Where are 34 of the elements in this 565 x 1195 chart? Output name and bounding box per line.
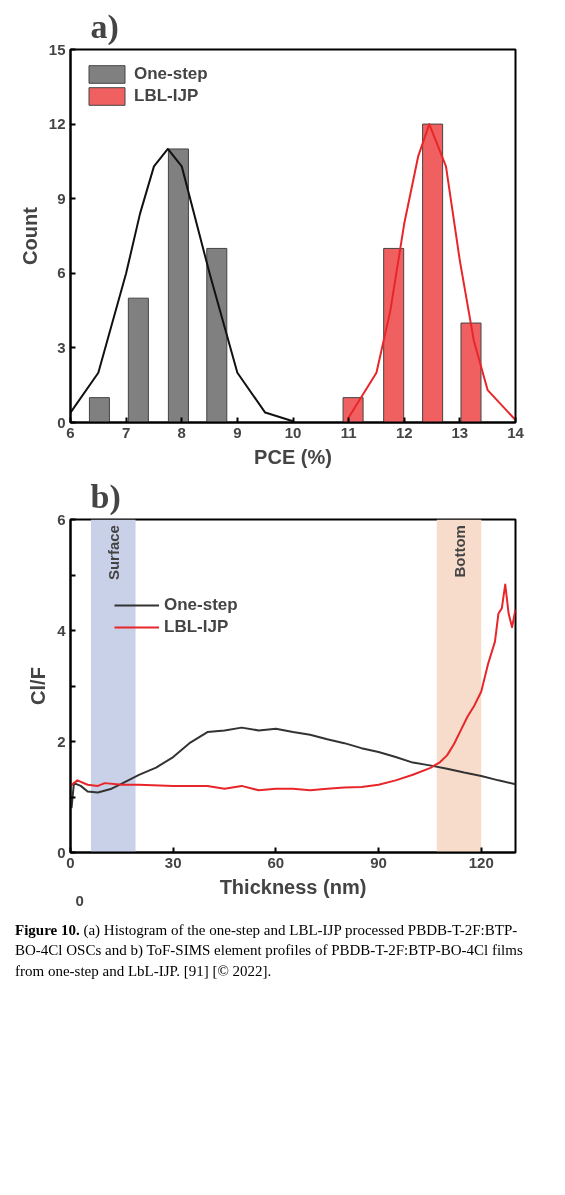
y-tick-label: 6 (57, 510, 66, 528)
legend-label: LBL-IJP (134, 86, 199, 106)
y-tick-label: 2 (57, 732, 66, 750)
legend-label: LBL-IJP (164, 617, 229, 637)
y-tick-label: 12 (48, 115, 66, 133)
chart-title: b) (90, 477, 121, 516)
y-tick-label: 9 (57, 189, 66, 207)
x-tick-label: 30 (164, 853, 182, 871)
x-tick-label: 120 (468, 853, 494, 871)
legend-label: One-step (164, 595, 238, 615)
x-tick-label: 9 (233, 423, 242, 441)
y-axis-title: Cl/F (27, 667, 50, 705)
x-tick-label: 8 (177, 423, 186, 441)
caption: Figure 10. (15, 922, 80, 938)
x-tick-label: 14 (507, 423, 525, 441)
chart-title: a) (90, 7, 119, 46)
band-label: Bottom (450, 525, 468, 578)
band-label: Surface (104, 525, 122, 581)
x-axis-title: Thickness (nm) (219, 875, 367, 898)
y-tick-label: 6 (57, 264, 66, 282)
text: 0 (75, 891, 84, 909)
x-axis-title: PCE (%) (254, 445, 332, 468)
x-tick-label: 13 (451, 423, 469, 441)
x-tick-label: 90 (370, 853, 387, 871)
y-tick-label: 15 (48, 40, 66, 58)
x-tick-label: 10 (284, 423, 302, 441)
x-tick-label: 12 (395, 423, 413, 441)
x-tick-label: 60 (267, 853, 285, 871)
x-tick-label: 11 (340, 423, 357, 441)
y-tick-label: 4 (57, 621, 67, 639)
y-axis-title: Count (18, 206, 41, 265)
legend-label: One-step (134, 64, 208, 84)
x-tick-label: 7 (121, 423, 131, 441)
y-tick-label: 3 (57, 338, 66, 356)
